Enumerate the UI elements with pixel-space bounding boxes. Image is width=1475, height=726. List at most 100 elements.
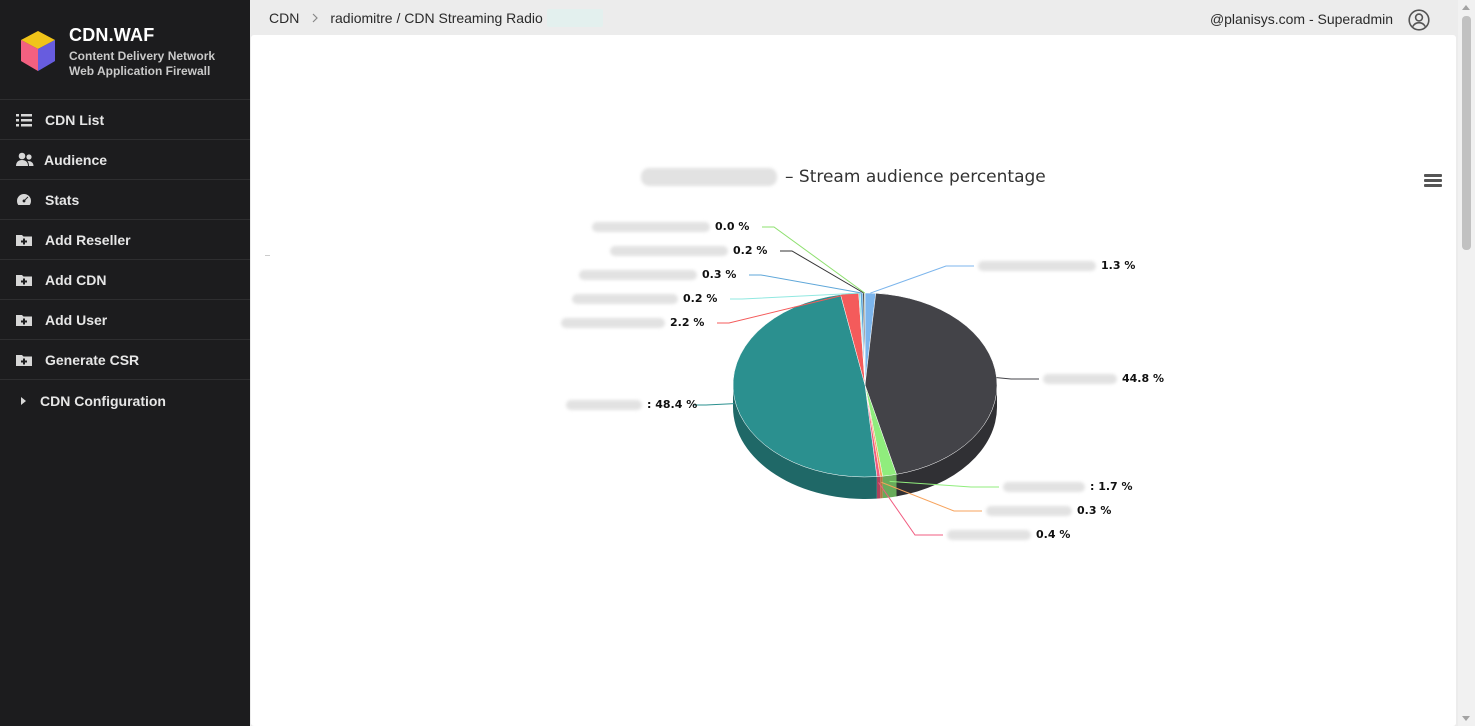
scroll-down-arrow-icon[interactable] (1462, 716, 1470, 721)
sidebar-item-label: Add User (45, 311, 108, 328)
brand-subtitle-1: Content Delivery Network (69, 49, 216, 63)
redacted-text (1003, 481, 1085, 492)
data-label: 0.0 % (592, 220, 749, 233)
users-icon (16, 152, 34, 166)
data-label-value: 0.3 % (1077, 504, 1112, 517)
data-label-value: 0.2 % (733, 244, 768, 257)
label-connector-8 (749, 274, 862, 294)
breadcrumb-root[interactable]: CDN (269, 10, 300, 26)
label-connector-9 (780, 250, 864, 294)
data-label: 44.8 % (1043, 372, 1164, 385)
cube-logo-icon (21, 31, 55, 71)
label-connector-5 (694, 403, 735, 406)
list-icon (16, 113, 32, 126)
data-label-value: 0.2 % (683, 292, 718, 305)
scrollbar[interactable] (1458, 0, 1475, 726)
chart-title: – Stream audience percentage (641, 167, 1046, 187)
label-connector-4 (878, 482, 943, 536)
data-label: : 1.7 % (1003, 480, 1133, 493)
redacted-text (986, 505, 1072, 516)
redacted-text (566, 399, 642, 410)
data-label: 2.2 % (561, 316, 704, 329)
label-connector-3 (881, 481, 982, 512)
data-label: 0.3 % (579, 268, 736, 281)
data-label-value: 44.8 % (1122, 372, 1164, 385)
sidebar-item-add-cdn[interactable]: Add CDN (0, 260, 250, 300)
data-label: : 48.4 % (566, 398, 697, 411)
folder-plus-icon (16, 354, 32, 366)
label-connector-7 (730, 292, 860, 300)
user-label[interactable]: @planisys.com - Superadmin (1209, 11, 1393, 27)
pie-side-walls (733, 385, 997, 499)
label-connector-6 (717, 293, 850, 324)
sidebar-item-label: Generate CSR (45, 351, 140, 368)
label-connector-2 (889, 480, 999, 488)
caret-right-icon (21, 396, 26, 405)
data-label-value: : 1.7 % (1090, 480, 1133, 493)
data-label-value: 0.0 % (715, 220, 750, 233)
sidebar-item-label: CDN Configuration (40, 392, 166, 409)
redacted-text (579, 269, 697, 280)
data-label: 0.4 % (947, 528, 1070, 541)
brand-subtitle-2: Web Application Firewall (69, 64, 211, 78)
chart-title-text: – Stream audience percentage (785, 167, 1046, 187)
data-label-value: : 48.4 % (647, 398, 698, 411)
label-connector-0 (870, 265, 974, 294)
user-avatar-icon[interactable] (1408, 9, 1430, 31)
sidebar-item-label: CDN List (45, 111, 105, 128)
folder-plus-icon (16, 274, 32, 286)
brand-title: CDN.WAF (69, 25, 155, 45)
scroll-up-arrow-icon[interactable] (1462, 5, 1470, 10)
sidebar-item-cdn-configuration[interactable]: CDN Configuration (0, 380, 250, 421)
data-label: 0.2 % (610, 244, 767, 257)
breadcrumb-current: radiomitre / CDN Streaming Radio (330, 10, 543, 26)
chevron-right-icon (312, 13, 319, 23)
data-label: 0.2 % (572, 292, 717, 305)
redacted-text (1043, 373, 1117, 384)
sidebar-item-label: Audience (44, 151, 108, 168)
pie-slice-5 (732, 294, 878, 478)
pie-slice-1 (864, 293, 998, 475)
redacted-text (641, 168, 777, 186)
folder-plus-icon (16, 314, 32, 326)
sidebar-item-cdn-list[interactable]: CDN List (0, 100, 250, 140)
scroll-thumb[interactable] (1462, 16, 1471, 250)
redacted-text (546, 9, 603, 27)
sidebar: CDN.WAF Content Delivery Network Web App… (0, 0, 250, 726)
hamburger-menu-icon (1424, 174, 1442, 177)
data-label: 1.3 % (978, 259, 1135, 272)
gauge-icon (17, 193, 31, 205)
sidebar-item-generate-csr[interactable]: Generate CSR (0, 340, 250, 380)
redacted-text (978, 260, 1096, 271)
pie-side-4 (876, 476, 881, 499)
redacted-text (572, 293, 678, 304)
pie-side-2 (882, 474, 897, 499)
sidebar-item-audience[interactable]: Audience (0, 140, 250, 180)
pie-side-1 (896, 385, 997, 497)
divider (265, 255, 270, 256)
sidebar-item-stats[interactable]: Stats (0, 180, 250, 220)
label-connector-1 (996, 377, 1039, 380)
sidebar-item-add-user[interactable]: Add User (0, 300, 250, 340)
data-label-value: 0.4 % (1036, 528, 1071, 541)
breadcrumb: CDN radiomitre / CDN Streaming Radio (250, 9, 603, 27)
pie-side-5 (733, 385, 877, 499)
sidebar-item-label: Add CDN (45, 271, 107, 288)
redacted-text (561, 317, 665, 328)
chart-menu-button[interactable] (1424, 174, 1442, 190)
sidebar-item-label: Add Reseller (45, 231, 131, 248)
data-label-value: 1.3 % (1101, 259, 1136, 272)
label-connector-10 (762, 226, 866, 294)
topbar: CDN radiomitre / CDN Streaming Radio @pl… (250, 0, 1457, 36)
data-label-value: 0.3 % (702, 268, 737, 281)
folder-plus-icon (16, 234, 32, 246)
redacted-text (592, 221, 710, 232)
brand: CDN.WAF Content Delivery Network Web App… (0, 0, 250, 100)
sidebar-item-add-reseller[interactable]: Add Reseller (0, 220, 250, 260)
redacted-text (610, 245, 728, 256)
sidebar-item-label: Stats (45, 191, 80, 208)
data-label: 0.3 % (986, 504, 1111, 517)
data-label-value: 2.2 % (670, 316, 705, 329)
redacted-text (947, 529, 1031, 540)
